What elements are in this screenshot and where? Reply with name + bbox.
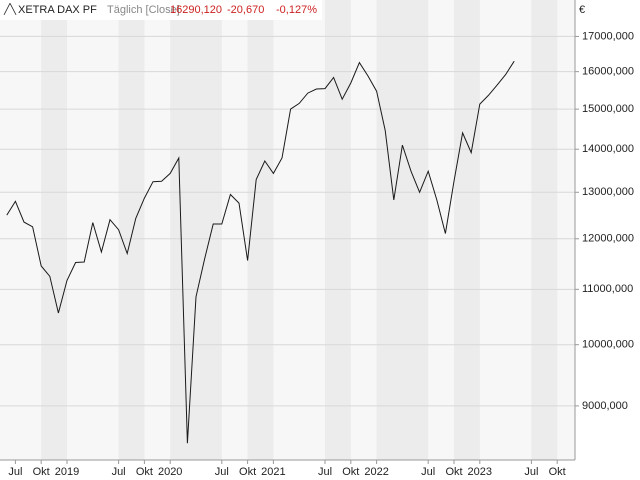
x-tick-label: Okt bbox=[549, 466, 566, 478]
x-tick-label: Jul bbox=[524, 466, 538, 478]
x-tick-label: Jul bbox=[215, 466, 229, 478]
band bbox=[170, 0, 222, 460]
x-tick-label: Okt bbox=[33, 466, 50, 478]
bands bbox=[41, 0, 558, 460]
chart-icon: ╱╲ bbox=[3, 3, 17, 16]
x-tick-label: Jul bbox=[421, 466, 435, 478]
x-tick-label: 2020 bbox=[158, 466, 182, 478]
x-tick-label: 2019 bbox=[55, 466, 79, 478]
grid bbox=[0, 35, 579, 464]
x-tick-label: Okt bbox=[239, 466, 256, 478]
y-tick-label: 9000,000 bbox=[582, 400, 628, 412]
y-tick-label: 14000,000 bbox=[582, 143, 634, 155]
plot-area bbox=[0, 0, 575, 460]
y-unit: € bbox=[579, 4, 585, 16]
x-tick-label: Okt bbox=[445, 466, 462, 478]
x-tick-label: Okt bbox=[342, 466, 359, 478]
band bbox=[118, 0, 145, 460]
header-box bbox=[0, 0, 322, 20]
x-tick-label: Okt bbox=[136, 466, 153, 478]
band bbox=[41, 0, 67, 460]
price-line bbox=[6, 60, 515, 444]
y-tick-label: 13000,000 bbox=[582, 186, 634, 198]
change: -20,670 bbox=[227, 4, 264, 16]
y-tick-label: 15000,000 bbox=[582, 103, 634, 115]
x-tick-label: Jul bbox=[318, 466, 332, 478]
y-tick-label: 16000,000 bbox=[582, 66, 634, 78]
change-pct: -0,127% bbox=[276, 4, 317, 16]
x-tick-label: Jul bbox=[112, 466, 126, 478]
y-tick-label: 11000,000 bbox=[582, 283, 633, 295]
y-tick-label: 12000,000 bbox=[582, 233, 634, 245]
band bbox=[376, 0, 429, 460]
band bbox=[531, 0, 558, 460]
series-layer bbox=[6, 60, 515, 444]
last-value: 16290,120 bbox=[170, 4, 222, 16]
x-tick-label: 2021 bbox=[261, 466, 285, 478]
chart-title: XETRA DAX PF bbox=[18, 4, 97, 16]
x-tick-label: 2023 bbox=[468, 466, 492, 478]
band bbox=[247, 0, 274, 460]
y-tick-label: 10000,000 bbox=[582, 339, 634, 351]
band bbox=[454, 0, 480, 460]
x-tick-label: 2022 bbox=[364, 466, 388, 478]
band bbox=[325, 0, 351, 460]
x-tick-label: Jul bbox=[8, 466, 22, 478]
y-tick-label: 17000,000 bbox=[582, 30, 634, 42]
chart-subtitle: Täglich [Close] bbox=[107, 4, 180, 16]
